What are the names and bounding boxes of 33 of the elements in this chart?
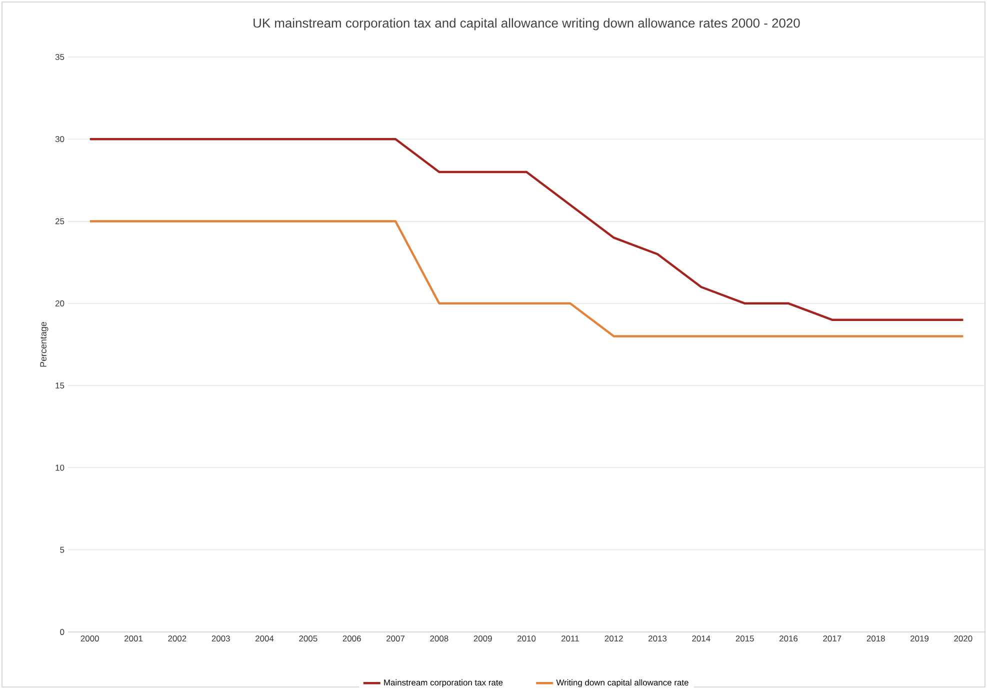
chart-title: UK mainstream corporation tax and capital allowance writing down allowance rates 2000 - 2020 (254, 18, 800, 30)
y-tick-label: 20 (55, 300, 64, 306)
x-tick-label: 2019 (910, 636, 929, 642)
x-tick-label: 2007 (386, 636, 404, 642)
x-tick-label: 2002 (168, 636, 186, 642)
x-tick-label: 2005 (299, 636, 318, 642)
x-tick-label: 2012 (604, 636, 623, 642)
x-tick-label: 2008 (430, 636, 448, 642)
x-tick-label: 2006 (342, 636, 361, 642)
y-tick-label: 35 (55, 54, 64, 60)
x-tick-label: 2004 (256, 636, 274, 642)
x-tick-label: 2015 (736, 636, 754, 642)
y-tick-label: 15 (56, 382, 64, 389)
y-tick-label: 10 (56, 464, 64, 471)
x-tick-label: 2016 (780, 636, 798, 642)
y-tick-label: 25 (55, 218, 64, 224)
y-tick-label: 30 (55, 136, 64, 142)
x-tick-label: 2014 (692, 636, 710, 642)
x-tick-label: 2003 (212, 636, 230, 642)
y-tick-label: 0 (60, 628, 64, 635)
x-tick-label: 2018 (866, 636, 885, 642)
x-tick-label: 2001 (124, 636, 143, 642)
x-tick-label: 2011 (561, 636, 579, 642)
y-axis-title: Percentage (40, 322, 48, 367)
y-tick-label: 5 (60, 546, 64, 553)
x-tick-label: 2010 (518, 636, 536, 642)
x-tick-label: 2020 (954, 636, 972, 642)
x-tick-label: 2000 (80, 636, 99, 642)
x-tick-label: 2017 (823, 636, 842, 642)
x-tick-label: 2009 (474, 636, 492, 642)
legend-label: Writing down capital allowance rate (556, 679, 688, 688)
legend-label: Mainstream corporation tax rate (384, 679, 503, 688)
x-tick-label: 2013 (648, 636, 667, 642)
